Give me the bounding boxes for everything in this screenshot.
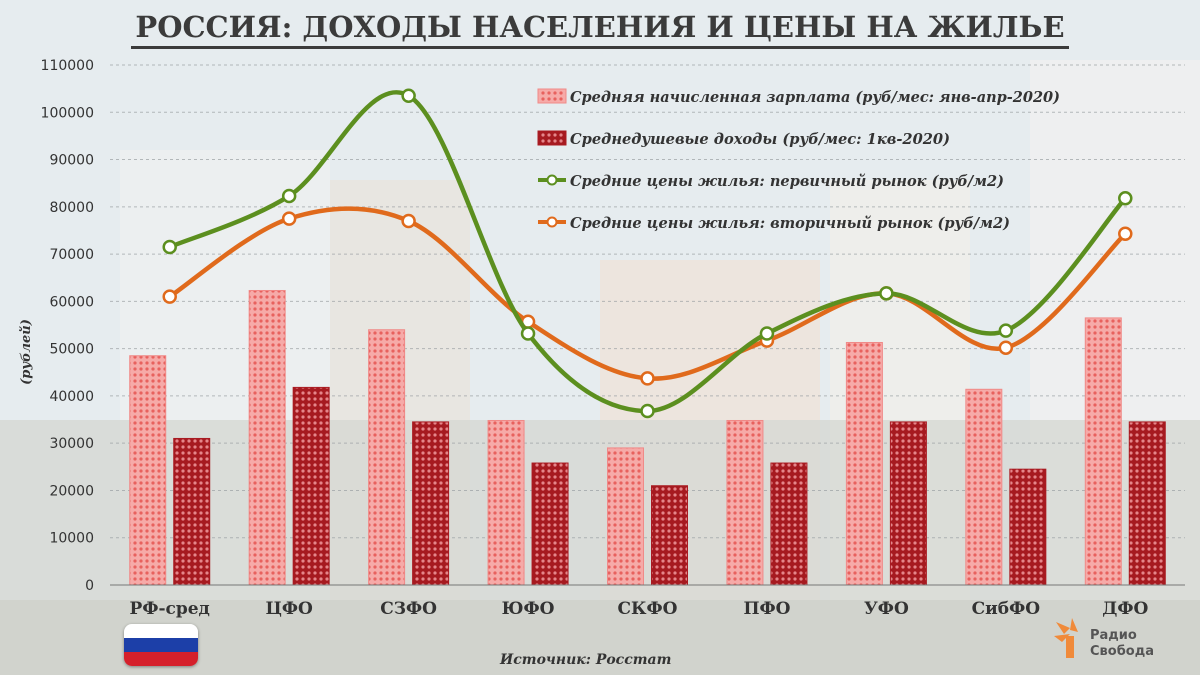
x-category-label: СибФО	[972, 599, 1041, 619]
bar-income	[1009, 468, 1047, 586]
bar-salary	[487, 419, 525, 586]
y-tick-label: 20000	[49, 483, 94, 499]
legend: Средняя начисленная зарплата (руб/мес: я…	[537, 88, 1060, 232]
point-primary-market	[998, 323, 1014, 338]
legend-swatch-marker	[546, 216, 558, 228]
point-secondary-market	[281, 211, 297, 226]
point-primary-market	[1118, 191, 1133, 206]
x-category-label: УФО	[864, 599, 909, 619]
y-axis-label: (рублей)	[19, 319, 34, 385]
point-primary-market	[520, 326, 536, 341]
point-secondary-market	[162, 289, 177, 304]
logo-text: Радио Свобода	[1090, 628, 1154, 660]
y-axis: 0 10000 20000 30000 40000 50000 60000 70000 8000…	[41, 58, 94, 594]
y-tick-label: 110000	[41, 58, 94, 74]
bar-income	[173, 437, 211, 586]
logo-line-2: Свобода	[1090, 644, 1154, 659]
x-category-label: ЦФО	[265, 599, 313, 619]
x-category-label: ЮФО	[502, 599, 555, 619]
legend-entry: Средние цены жилья: первичный рынок (руб…	[570, 172, 1004, 190]
y-tick-label: 100000	[41, 105, 94, 121]
bar-salary	[129, 355, 167, 586]
x-category-label: РФ-сред	[130, 599, 210, 619]
radio-svoboda-logo: Радио Свобода	[1050, 614, 1180, 664]
chart-title: РОССИЯ: ДОХОДЫ НАСЕЛЕНИЯ И ЦЕНЫ НА ЖИЛЬЕ	[0, 10, 1200, 49]
legend-swatch	[537, 130, 567, 146]
legend-entry: Средние цены жилья: вторичный рынок (руб…	[570, 214, 1010, 232]
point-primary-market	[759, 326, 775, 341]
source-note: Источник: Росстат	[500, 652, 672, 668]
flag-stripe-red	[124, 652, 198, 666]
y-tick-label: 30000	[49, 436, 94, 452]
bar-income	[531, 462, 569, 586]
legend-entry: Средняя начисленная зарплата (руб/мес: я…	[570, 88, 1060, 106]
y-tick-label: 50000	[49, 342, 94, 358]
bar-salary	[726, 419, 764, 586]
bar-income	[770, 462, 808, 586]
point-secondary-market	[640, 371, 655, 386]
legend-swatch	[537, 88, 567, 104]
bar-salary	[248, 289, 286, 586]
point-primary-market	[281, 188, 297, 204]
legend-entry: Среднедушевые доходы (руб/мес: 1кв-2020)	[570, 130, 950, 148]
bar-salary	[845, 341, 883, 586]
line-primary-market	[167, 90, 1128, 414]
bar-salary	[965, 388, 1003, 586]
point-secondary-market	[998, 340, 1014, 355]
y-tick-label: 0	[85, 578, 94, 594]
flag-stripe-blue	[124, 638, 198, 652]
point-secondary-market	[1118, 226, 1133, 242]
logo-line-1: Радио	[1090, 628, 1137, 643]
bars	[129, 289, 1166, 586]
y-tick-label: 10000	[49, 531, 94, 547]
point-primary-market	[879, 286, 894, 301]
lines	[162, 88, 1133, 419]
point-secondary-market	[401, 213, 416, 229]
point-primary-market	[640, 403, 655, 419]
x-category-label: СЗФО	[380, 599, 437, 619]
y-tick-label: 40000	[49, 389, 94, 405]
y-tick-label: 90000	[49, 153, 94, 169]
line-secondary-market	[167, 206, 1128, 381]
flag-stripe-white	[124, 624, 198, 638]
bar-income	[412, 421, 450, 586]
bar-income	[889, 421, 927, 586]
x-category-label: ПФО	[743, 599, 790, 619]
legend-swatch-marker	[546, 174, 558, 186]
bar-salary	[1084, 317, 1122, 586]
bar-salary	[607, 447, 644, 586]
y-tick-label: 70000	[49, 247, 94, 263]
bar-income	[292, 386, 330, 586]
bar-salary	[368, 329, 406, 586]
bar-income	[651, 485, 688, 586]
y-tick-label: 60000	[49, 294, 94, 310]
x-axis: РФ-сред ЦФО СЗФО ЮФО СКФО ПФО УФО СибФО ДФО	[110, 584, 1185, 619]
x-category-label: ДФО	[1102, 599, 1148, 619]
point-primary-market	[401, 88, 416, 103]
y-tick-label: 80000	[49, 200, 94, 216]
point-primary-market	[162, 239, 177, 255]
logo-icon	[1054, 618, 1078, 658]
x-category-label: СКФО	[618, 599, 678, 619]
russia-flag	[124, 624, 198, 666]
bar-income	[1128, 421, 1166, 586]
